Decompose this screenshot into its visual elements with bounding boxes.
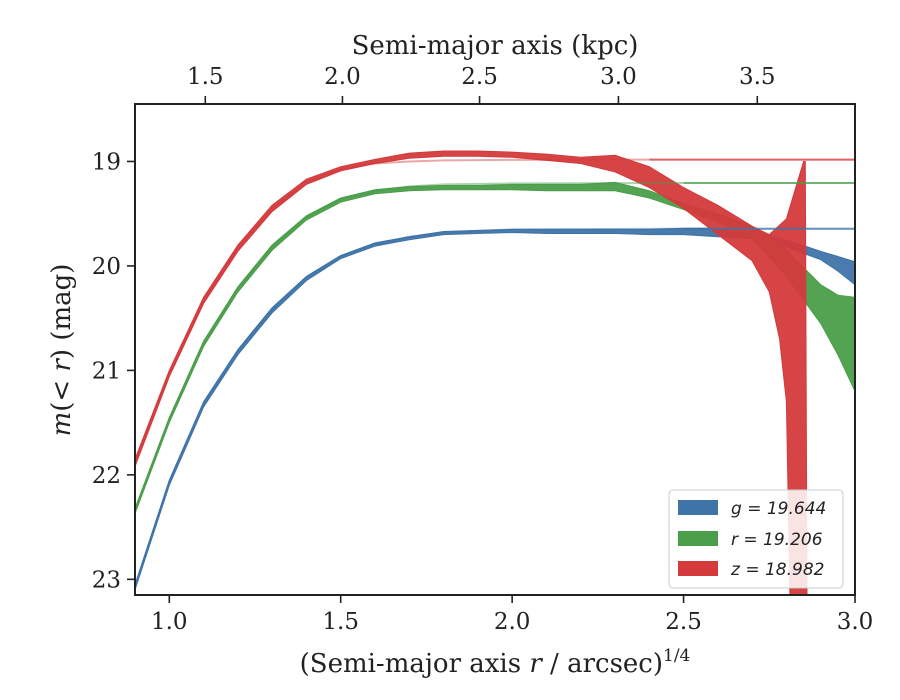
x-tick-label: 2.0 bbox=[494, 609, 531, 635]
top-x-axis-title: Semi-major axis (kpc) bbox=[352, 31, 639, 61]
legend-label-g: g = 19.644 bbox=[731, 499, 826, 519]
model-curve-g bbox=[134, 227, 855, 587]
legend-label-r: r = 19.206 bbox=[731, 530, 823, 550]
model-curve-r bbox=[134, 182, 855, 511]
x-axis-title: (Semi-major axis r / arcsec)1/4 bbox=[300, 646, 691, 679]
top-x-tick-label: 3.0 bbox=[600, 64, 637, 90]
top-x-tick-label: 1.5 bbox=[187, 64, 224, 90]
top-x-tick-label: 2.5 bbox=[461, 64, 498, 90]
model-layer bbox=[134, 158, 855, 587]
legend-label-z: z = 18.982 bbox=[730, 560, 824, 580]
y-tick-label: 22 bbox=[92, 463, 121, 489]
legend-swatch-g bbox=[678, 500, 718, 515]
plot-frame bbox=[134, 103, 856, 596]
y-tick-label: 21 bbox=[92, 358, 121, 384]
top-x-tick-label: 2.0 bbox=[324, 64, 361, 90]
legend-swatch-r bbox=[678, 531, 718, 546]
legend: g = 19.644 r = 19.206 z = 18.982 bbox=[668, 489, 844, 589]
y-tick-label: 23 bbox=[92, 567, 121, 593]
model-curve-z bbox=[134, 158, 855, 463]
x-tick-label: 2.5 bbox=[665, 609, 702, 635]
x-tick-label: 1.0 bbox=[151, 609, 188, 635]
axes-layer: 1.0 1.5 2.0 2.5 3.0 19 20 21 22 23 1.5 2.0 2.5 3.0 3.5 bbox=[92, 64, 874, 635]
top-x-tick-label: 3.5 bbox=[739, 64, 776, 90]
y-axis-title: m(< r) (mag) bbox=[47, 264, 77, 437]
y-tick-label: 19 bbox=[92, 149, 121, 175]
x-tick-label: 3.0 bbox=[837, 609, 874, 635]
y-tick-label: 20 bbox=[92, 254, 121, 280]
legend-swatch-z bbox=[678, 561, 718, 576]
x-tick-label: 1.5 bbox=[322, 609, 359, 635]
